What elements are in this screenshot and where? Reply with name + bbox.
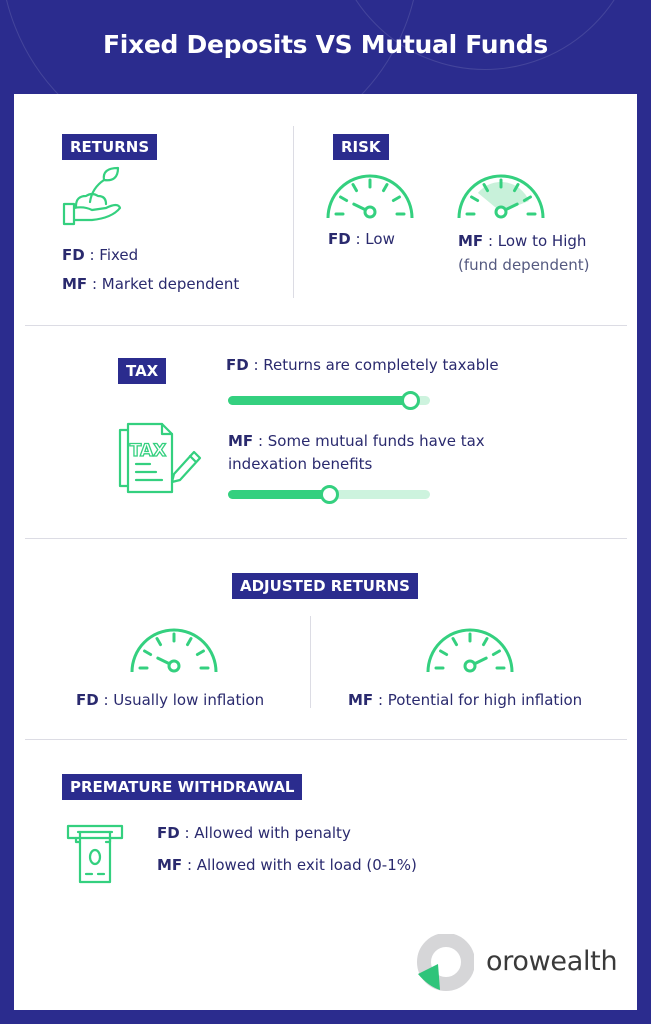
- mf-value: : Market dependent: [87, 275, 240, 293]
- mf-label: MF: [458, 232, 484, 250]
- adjusted-fd-gauge: [130, 628, 218, 673]
- slider-knob: [320, 485, 339, 504]
- gauge-tick: [382, 183, 389, 193]
- fd-label: FD: [62, 246, 85, 264]
- gauge-arc: [326, 174, 414, 219]
- gauge-arc: [426, 628, 514, 673]
- slider-knob: [400, 391, 420, 410]
- gauge-tick: [439, 649, 449, 656]
- gauge-hub: [363, 205, 377, 219]
- gauge-hub: [494, 205, 508, 219]
- gauge-tick: [513, 183, 520, 193]
- returns-fd: FD : Fixed: [62, 246, 138, 264]
- mf-value: : Low to High: [483, 232, 587, 250]
- fd-value: : Fixed: [84, 246, 139, 264]
- tax-document-icon: TAX: [118, 422, 202, 494]
- divider: [25, 739, 627, 740]
- gauge-tick: [482, 637, 489, 647]
- fd-value: : Allowed with penalty: [179, 824, 351, 842]
- fd-label: FD: [328, 230, 351, 248]
- mf-value: : Allowed with exit load (0-1%): [182, 856, 417, 874]
- gauge-tick: [339, 195, 349, 202]
- divider: [25, 325, 627, 326]
- adjusted-returns-badge: ADJUSTED RETURNS: [232, 573, 418, 599]
- withdrawal-fd: FD : Allowed with penalty: [157, 824, 351, 842]
- mf-value: : Potential for high inflation: [373, 691, 583, 709]
- plant-in-hand-icon: [62, 166, 122, 226]
- risk-mf-note: (fund dependent): [458, 256, 590, 274]
- tax-badge: TAX: [118, 358, 167, 384]
- gauge-tick: [351, 183, 358, 193]
- returns-badge: RETURNS: [62, 134, 158, 160]
- gauge-arc: [457, 174, 545, 219]
- premature-withdrawal-badge: PREMATURE WITHDRAWAL: [62, 774, 303, 800]
- tax-fd-slider: [228, 391, 430, 410]
- gauge-hub: [167, 659, 181, 673]
- divider: [310, 616, 311, 708]
- mf-label: MF: [157, 856, 183, 874]
- comparison-card: RETURNS FD : Fixed MF : Market dependent…: [14, 94, 637, 1010]
- brand-name: orowealth: [486, 946, 618, 977]
- withdrawal-mf: MF : Allowed with exit load (0-1%): [157, 856, 417, 874]
- fd-value: : Returns are completely taxable: [248, 356, 499, 374]
- risk-badge: RISK: [333, 134, 389, 160]
- gauge-tick: [451, 637, 458, 647]
- adjusted-mf-gauge: [426, 628, 514, 673]
- mf-label: MF: [62, 275, 88, 293]
- gauge-hub: [463, 659, 477, 673]
- tax-mf: MF : Some mutual funds have tax: [228, 432, 485, 450]
- fd-label: FD: [76, 691, 99, 709]
- svg-text:TAX: TAX: [130, 441, 167, 461]
- fd-label: FD: [226, 356, 249, 374]
- gauge-tick: [155, 637, 162, 647]
- gauge-tick: [195, 649, 205, 656]
- risk-fd-gauge: [326, 174, 414, 219]
- gauge-arc: [130, 628, 218, 673]
- mf-label: MF: [228, 432, 254, 450]
- fd-value: : Low: [350, 230, 395, 248]
- gauge-tick: [482, 183, 489, 193]
- atm-cash-icon: [66, 824, 124, 884]
- risk-fd: FD : Low: [328, 230, 395, 248]
- gauge-tick: [391, 195, 401, 202]
- mf-label: MF: [348, 691, 374, 709]
- tax-mf-line2: indexation benefits: [228, 455, 373, 473]
- risk-mf-gauge: [457, 174, 545, 219]
- gauge-tick: [470, 195, 480, 202]
- gauge-tick: [143, 649, 153, 656]
- mf-value: : Some mutual funds have tax: [253, 432, 485, 450]
- gauge-tick: [491, 649, 501, 656]
- gauge-tick: [522, 195, 532, 202]
- tax-fd: FD : Returns are completely taxable: [226, 356, 499, 374]
- fd-value: : Usually low inflation: [98, 691, 265, 709]
- fd-label: FD: [157, 824, 180, 842]
- gauge-tick: [186, 637, 193, 647]
- adjusted-mf: MF : Potential for high inflation: [348, 691, 582, 709]
- divider: [25, 538, 627, 539]
- tax-mf-slider: [228, 485, 430, 504]
- risk-mf: MF : Low to High: [458, 232, 586, 250]
- adjusted-fd: FD : Usually low inflation: [76, 691, 264, 709]
- orowealth-logo-icon: [417, 934, 474, 991]
- divider: [293, 126, 294, 298]
- page-title: Fixed Deposits VS Mutual Funds: [103, 30, 548, 59]
- returns-mf: MF : Market dependent: [62, 275, 239, 293]
